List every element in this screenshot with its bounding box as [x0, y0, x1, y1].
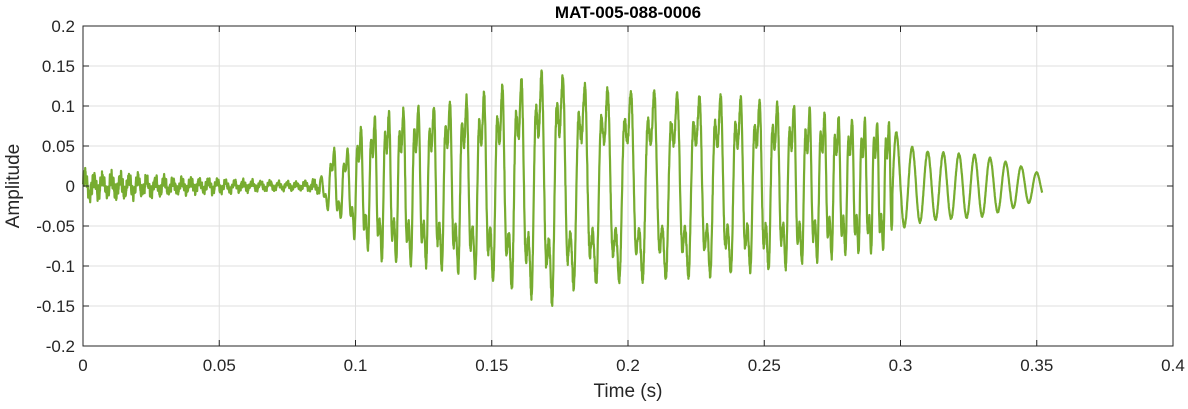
y-axis-label: Amplitude [3, 144, 24, 229]
x-tick-label: 0.1 [344, 356, 368, 375]
x-tick-label: 0.4 [1161, 356, 1185, 375]
y-tick-label: 0 [66, 177, 75, 196]
x-tick-label: 0.25 [748, 356, 781, 375]
y-tick-label: 0.05 [42, 137, 75, 156]
y-tick-label: 0.15 [42, 57, 75, 76]
x-tick-label: 0.2 [616, 356, 640, 375]
x-tick-label: 0.3 [889, 356, 913, 375]
x-tick-label: 0 [78, 356, 87, 375]
y-tick-label: 0.2 [51, 17, 75, 36]
x-ticks: 0 0.05 0.1 0.15 0.2 0.25 0.3 0.35 0.4 [78, 26, 1185, 375]
y-tick-label: 0.1 [51, 97, 75, 116]
series-line [81, 69, 1044, 307]
x-tick-label: 0.05 [203, 356, 236, 375]
chart-title: MAT-005-088-0006 [555, 3, 701, 22]
y-tick-label: -0.1 [46, 257, 75, 276]
x-tick-label: 0.15 [475, 356, 508, 375]
x-axis-label: Time (s) [594, 381, 663, 402]
y-tick-label: -0.15 [36, 297, 75, 316]
series-layer [81, 69, 1044, 307]
y-ticks: -0.2 -0.15 -0.1 -0.05 0 0.05 0.1 0.15 0.2 [36, 17, 1173, 356]
x-tick-label: 0.35 [1020, 356, 1053, 375]
y-tick-label: -0.05 [36, 217, 75, 236]
y-tick-label: -0.2 [46, 337, 75, 356]
